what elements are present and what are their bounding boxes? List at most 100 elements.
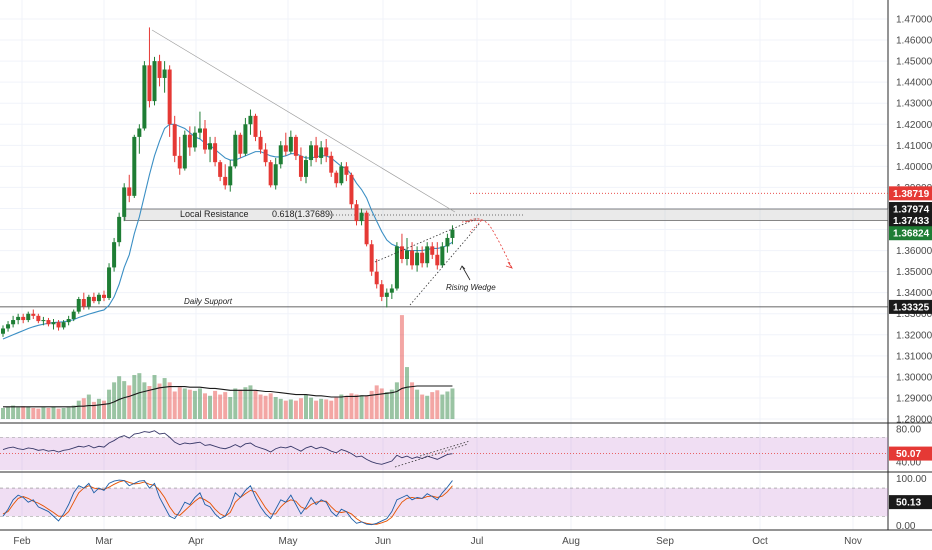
- volume-bar: [298, 398, 303, 419]
- candle-body: [273, 164, 278, 186]
- price-badge: [889, 213, 932, 228]
- volume-bar: [435, 390, 440, 419]
- candle-body: [329, 155, 334, 173]
- time-tick-label: Sep: [656, 536, 674, 547]
- price-tick-label: 1.35000: [896, 267, 932, 278]
- candle-body: [21, 316, 26, 321]
- volume-bar: [283, 400, 288, 419]
- candle-body: [379, 284, 384, 297]
- candle-body: [172, 124, 177, 156]
- rising-wedge-label: Rising Wedge: [446, 283, 496, 292]
- volume-bar: [273, 397, 278, 419]
- candle-body: [425, 246, 430, 264]
- candle-body: [243, 124, 248, 154]
- price-tick-label: 1.31000: [896, 351, 932, 362]
- fib-label: 0.618(1.37689): [272, 209, 333, 219]
- candle-body: [91, 296, 96, 302]
- volume-bar: [182, 388, 187, 419]
- volume-bar: [253, 390, 258, 419]
- candle-body: [369, 244, 374, 272]
- volume-bar: [21, 406, 26, 419]
- local-resistance-label: Local Resistance: [180, 209, 249, 219]
- candle-body: [319, 147, 324, 158]
- volume-bar: [152, 375, 157, 419]
- volume-bar: [96, 398, 101, 419]
- downtrend-line: [151, 29, 456, 213]
- volume-bar: [430, 392, 435, 419]
- price-badge: [889, 202, 932, 217]
- volume-bar: [142, 382, 147, 419]
- candle-body: [177, 155, 182, 169]
- volume-bar: [314, 400, 319, 419]
- volume-bar: [137, 373, 142, 419]
- volume-bar: [1, 408, 5, 419]
- volume-bar: [203, 393, 207, 419]
- volume-bar: [309, 397, 314, 419]
- volume-bar: [268, 393, 273, 419]
- price-tick-label: 1.34000: [896, 288, 932, 299]
- candle-body: [268, 162, 273, 186]
- volume-bar: [31, 408, 36, 419]
- candle-body: [420, 252, 425, 264]
- volume-bar: [177, 387, 182, 419]
- volume-bar: [91, 401, 96, 419]
- price-badge: [889, 186, 932, 201]
- price-tick-label: 1.41000: [896, 141, 932, 152]
- time-tick-label: Mar: [95, 536, 113, 547]
- projection-arrowhead: [505, 261, 513, 269]
- volume-bar: [394, 382, 399, 419]
- candle-body: [51, 322, 56, 325]
- volume-bar: [420, 394, 425, 419]
- rsi-value-badge: [889, 446, 932, 461]
- volume-bar: [263, 395, 268, 419]
- candle-body: [36, 315, 41, 322]
- volume-bar: [349, 393, 354, 419]
- price-tick-label: 1.29000: [896, 393, 932, 404]
- candle-body: [81, 299, 86, 307]
- candle-body: [394, 246, 399, 289]
- volume-bar: [132, 375, 137, 419]
- volume-bar: [238, 389, 243, 419]
- candle-body: [233, 134, 238, 167]
- volume-bar: [26, 406, 31, 419]
- price-tick-label: 1.47000: [896, 15, 932, 26]
- volume-bar: [384, 392, 389, 419]
- volume-bar: [167, 382, 172, 419]
- candle-body: [223, 176, 228, 186]
- time-tick-label: May: [279, 536, 298, 547]
- rsi-line: [2, 430, 453, 465]
- time-tick-label: Nov: [844, 536, 862, 547]
- volume-bar: [304, 394, 308, 419]
- candle-body: [430, 246, 435, 255]
- volume-bar: [248, 385, 253, 419]
- volume-bar: [445, 391, 450, 419]
- volume-bar: [51, 406, 56, 419]
- candle-body: [102, 294, 106, 298]
- candle-body: [203, 128, 207, 150]
- candle-body: [344, 166, 349, 175]
- candle-body: [132, 136, 137, 196]
- candle-body: [41, 320, 46, 322]
- stoch-tick-label: 100.00: [896, 474, 927, 485]
- volume-bar: [213, 390, 218, 419]
- candle-body: [86, 296, 91, 307]
- wedge-lower-line: [409, 222, 481, 306]
- price-tick-label: 1.36000: [896, 246, 932, 257]
- candle-body: [11, 320, 16, 325]
- candle-body: [298, 155, 303, 177]
- candle-body: [354, 204, 359, 222]
- price-tick-label: 1.42000: [896, 120, 932, 131]
- volume-bar: [46, 408, 51, 419]
- wedge-arrowhead: [459, 265, 466, 271]
- candle-body: [117, 216, 122, 243]
- candle-body: [213, 143, 218, 163]
- volume-bar: [319, 398, 324, 419]
- volume-bar: [405, 367, 409, 419]
- volume-bar: [278, 398, 283, 419]
- volume-bar: [192, 390, 197, 419]
- volume-bar: [147, 386, 152, 419]
- volume-bar: [187, 389, 192, 419]
- wedge-arrow: [461, 265, 471, 281]
